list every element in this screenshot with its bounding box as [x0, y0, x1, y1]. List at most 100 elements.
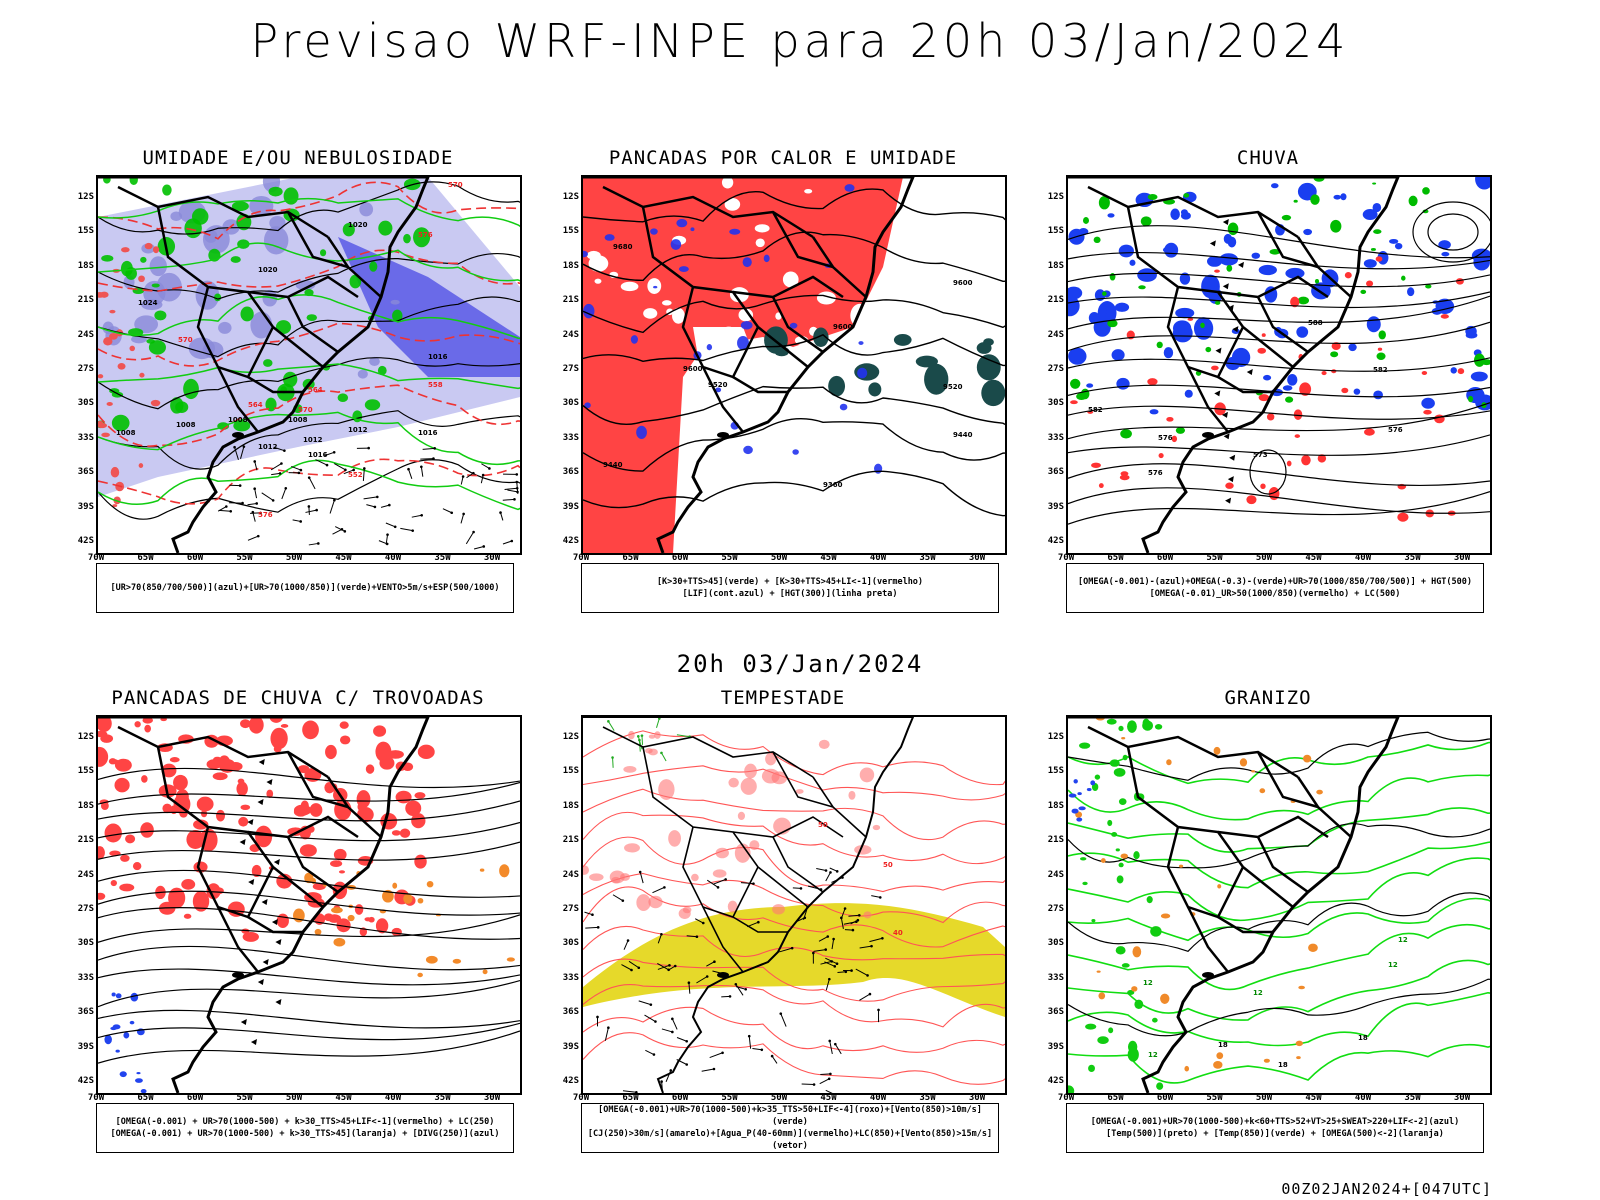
contour-label: 1020: [258, 266, 278, 274]
contour-label: 9360: [823, 481, 843, 489]
contour-label: 1012: [303, 436, 323, 444]
panel-umidade: UMIDADE E/OU NEBULOSIDADE 1008 1008 1008 100…: [78, 147, 522, 647]
contour-label: 582: [1373, 366, 1388, 374]
lat-label: 21S: [77, 295, 94, 306]
lat-label: 18S: [77, 260, 94, 271]
contour-label: 576: [1158, 434, 1173, 442]
lat-label: 42S: [562, 1076, 579, 1086]
contour-label: 12: [1148, 1051, 1158, 1059]
lat-label: 33S: [77, 432, 94, 443]
contour-label: 18: [1218, 1041, 1228, 1049]
lon-label: 50W: [285, 1093, 303, 1103]
contour-label: 1008: [176, 421, 196, 429]
lat-label: 18S: [77, 800, 94, 811]
lon-label: 45W: [820, 1093, 837, 1103]
panel-title: CHUVA: [1236, 147, 1300, 169]
contour-label: 588: [1308, 319, 1323, 327]
lon-label: 45W: [335, 553, 352, 563]
lon-label: 60W: [186, 553, 204, 563]
lat-label: 30S: [1047, 938, 1064, 949]
weather-map: 1008 1008 1008 1008 1012 1012 1012 1016 1016 1016…: [96, 175, 522, 555]
map-svg: 50 50 40: [583, 717, 1005, 1093]
weather-map: 50 50 40: [581, 715, 1007, 1095]
panel-chuva: CHUVA 588 582 576 576 573 576 582 12S 15S 18S 21S 24…: [1048, 147, 1492, 647]
lon-label: 40W: [1354, 553, 1372, 563]
lat-label: 12S: [77, 732, 94, 742]
lat-label: 15S: [77, 226, 94, 237]
contour-label: 1012: [258, 443, 278, 451]
legend-line: [OMEGA(-0.001) + UR>70(1000-500) + k>30_…: [110, 1129, 500, 1139]
contour-label: 570: [178, 336, 193, 344]
lat-label: 36S: [1047, 467, 1064, 478]
lat-label: 33S: [1047, 972, 1064, 983]
lon-label: 55W: [721, 553, 738, 563]
contour-label: 18: [1278, 1061, 1288, 1069]
map-legend: [K>30+TTS>45](verde) + [K>30+TTS>45+LI<-…: [581, 563, 999, 613]
lat-label: 12S: [77, 192, 94, 202]
lat-label: 42S: [77, 536, 94, 546]
lat-label: 21S: [77, 835, 94, 846]
contour-label: 576: [1388, 426, 1403, 434]
legend-line: [OMEGA(-0.01)_UR>50(1000/850)(vermelho) …: [1149, 589, 1401, 599]
panel-title: PANCADAS POR CALOR E UMIDADE: [608, 147, 958, 169]
contour-label: 9440: [603, 461, 623, 469]
lon-label: 70W: [1057, 553, 1075, 563]
lon-label: 40W: [384, 553, 402, 563]
lat-label: 24S: [77, 869, 94, 880]
lon-label: 40W: [384, 1093, 402, 1103]
map-legend: [OMEGA(-0.001)-(azul)+OMEGA(-0.3)-(verde…: [1066, 563, 1484, 613]
map-legend: [OMEGA(-0.001)+UR>70(1000-500)+k>35_TTS>…: [581, 1103, 999, 1153]
lon-label: 35W: [919, 1093, 936, 1103]
map-svg: [98, 717, 520, 1093]
contour-label: 570: [298, 406, 313, 414]
lat-label: 15S: [77, 766, 94, 777]
lat-label: 27S: [77, 904, 94, 914]
contour-label: 570: [448, 181, 463, 189]
legend-line: [OMEGA(-0.001)-(azul)+OMEGA(-0.3)-(verde…: [1077, 577, 1473, 587]
lat-label: 36S: [1047, 1007, 1064, 1018]
lon-label: 60W: [671, 553, 689, 563]
contour-label: 40: [893, 929, 903, 937]
page-title: Previsao WRF-INPE para 20h 03/Jan/2024: [250, 14, 1350, 68]
lat-label: 36S: [77, 467, 94, 478]
lon-label: 60W: [1156, 1093, 1174, 1103]
lat-label: 27S: [1047, 904, 1064, 914]
map-svg: 1008 1008 1008 1008 1012 1012 1012 1016 1016 1016…: [98, 177, 520, 553]
contour-label: 1008: [116, 429, 136, 437]
lon-label: 65W: [1107, 1093, 1124, 1103]
panel-granizo: GRANIZO 12 12 12 12 18 18 18 12 12S 15S 18S 21S 24S 27…: [1048, 687, 1492, 1187]
lat-label: 15S: [1047, 766, 1064, 777]
contour-label: 50: [818, 821, 828, 829]
contour-label: 9600: [953, 279, 973, 287]
lat-label: 24S: [562, 329, 579, 340]
contour-label: 558: [428, 381, 443, 389]
contour-label: 9440: [953, 431, 973, 439]
lat-label: 21S: [1047, 295, 1064, 306]
lat-label: 12S: [1047, 732, 1064, 742]
contour-label: 18: [1358, 1034, 1368, 1042]
lat-label: 21S: [1047, 835, 1064, 846]
contour-label: 1016: [308, 451, 328, 459]
lon-label: 70W: [87, 1093, 105, 1103]
map-legend: [OMEGA(-0.001) + UR>70(1000-500) + k>30_…: [96, 1103, 514, 1153]
lon-label: 55W: [236, 553, 253, 563]
lat-label: 27S: [562, 364, 579, 374]
lat-label: 39S: [1047, 1041, 1064, 1052]
lat-label: 39S: [77, 501, 94, 512]
lat-label: 15S: [562, 226, 579, 237]
panel-calor: PANCADAS POR CALOR E UMIDADE 9680 9600 9600…: [563, 147, 1007, 647]
legend-line: [OMEGA(-0.001)+UR>70(1000-500)+k>35_TTS>…: [598, 1105, 982, 1127]
lon-label: 50W: [770, 553, 788, 563]
lat-label: 24S: [562, 869, 579, 880]
lat-label: 30S: [77, 398, 94, 409]
contour-label: 564: [248, 401, 263, 409]
lon-label: 60W: [671, 1093, 689, 1103]
lon-label: 30W: [1453, 553, 1471, 563]
legend-line: [Temp(500)](preto) + [Temp(850)](verde) …: [1106, 1129, 1444, 1139]
lat-label: 30S: [77, 938, 94, 949]
contour-label: 12: [1253, 989, 1263, 997]
map-svg: 12 12 12 12 18 18 18 12: [1068, 717, 1490, 1093]
lon-label: 45W: [1305, 1093, 1322, 1103]
lon-label: 70W: [87, 553, 105, 563]
contour-label: 12: [1398, 936, 1408, 944]
